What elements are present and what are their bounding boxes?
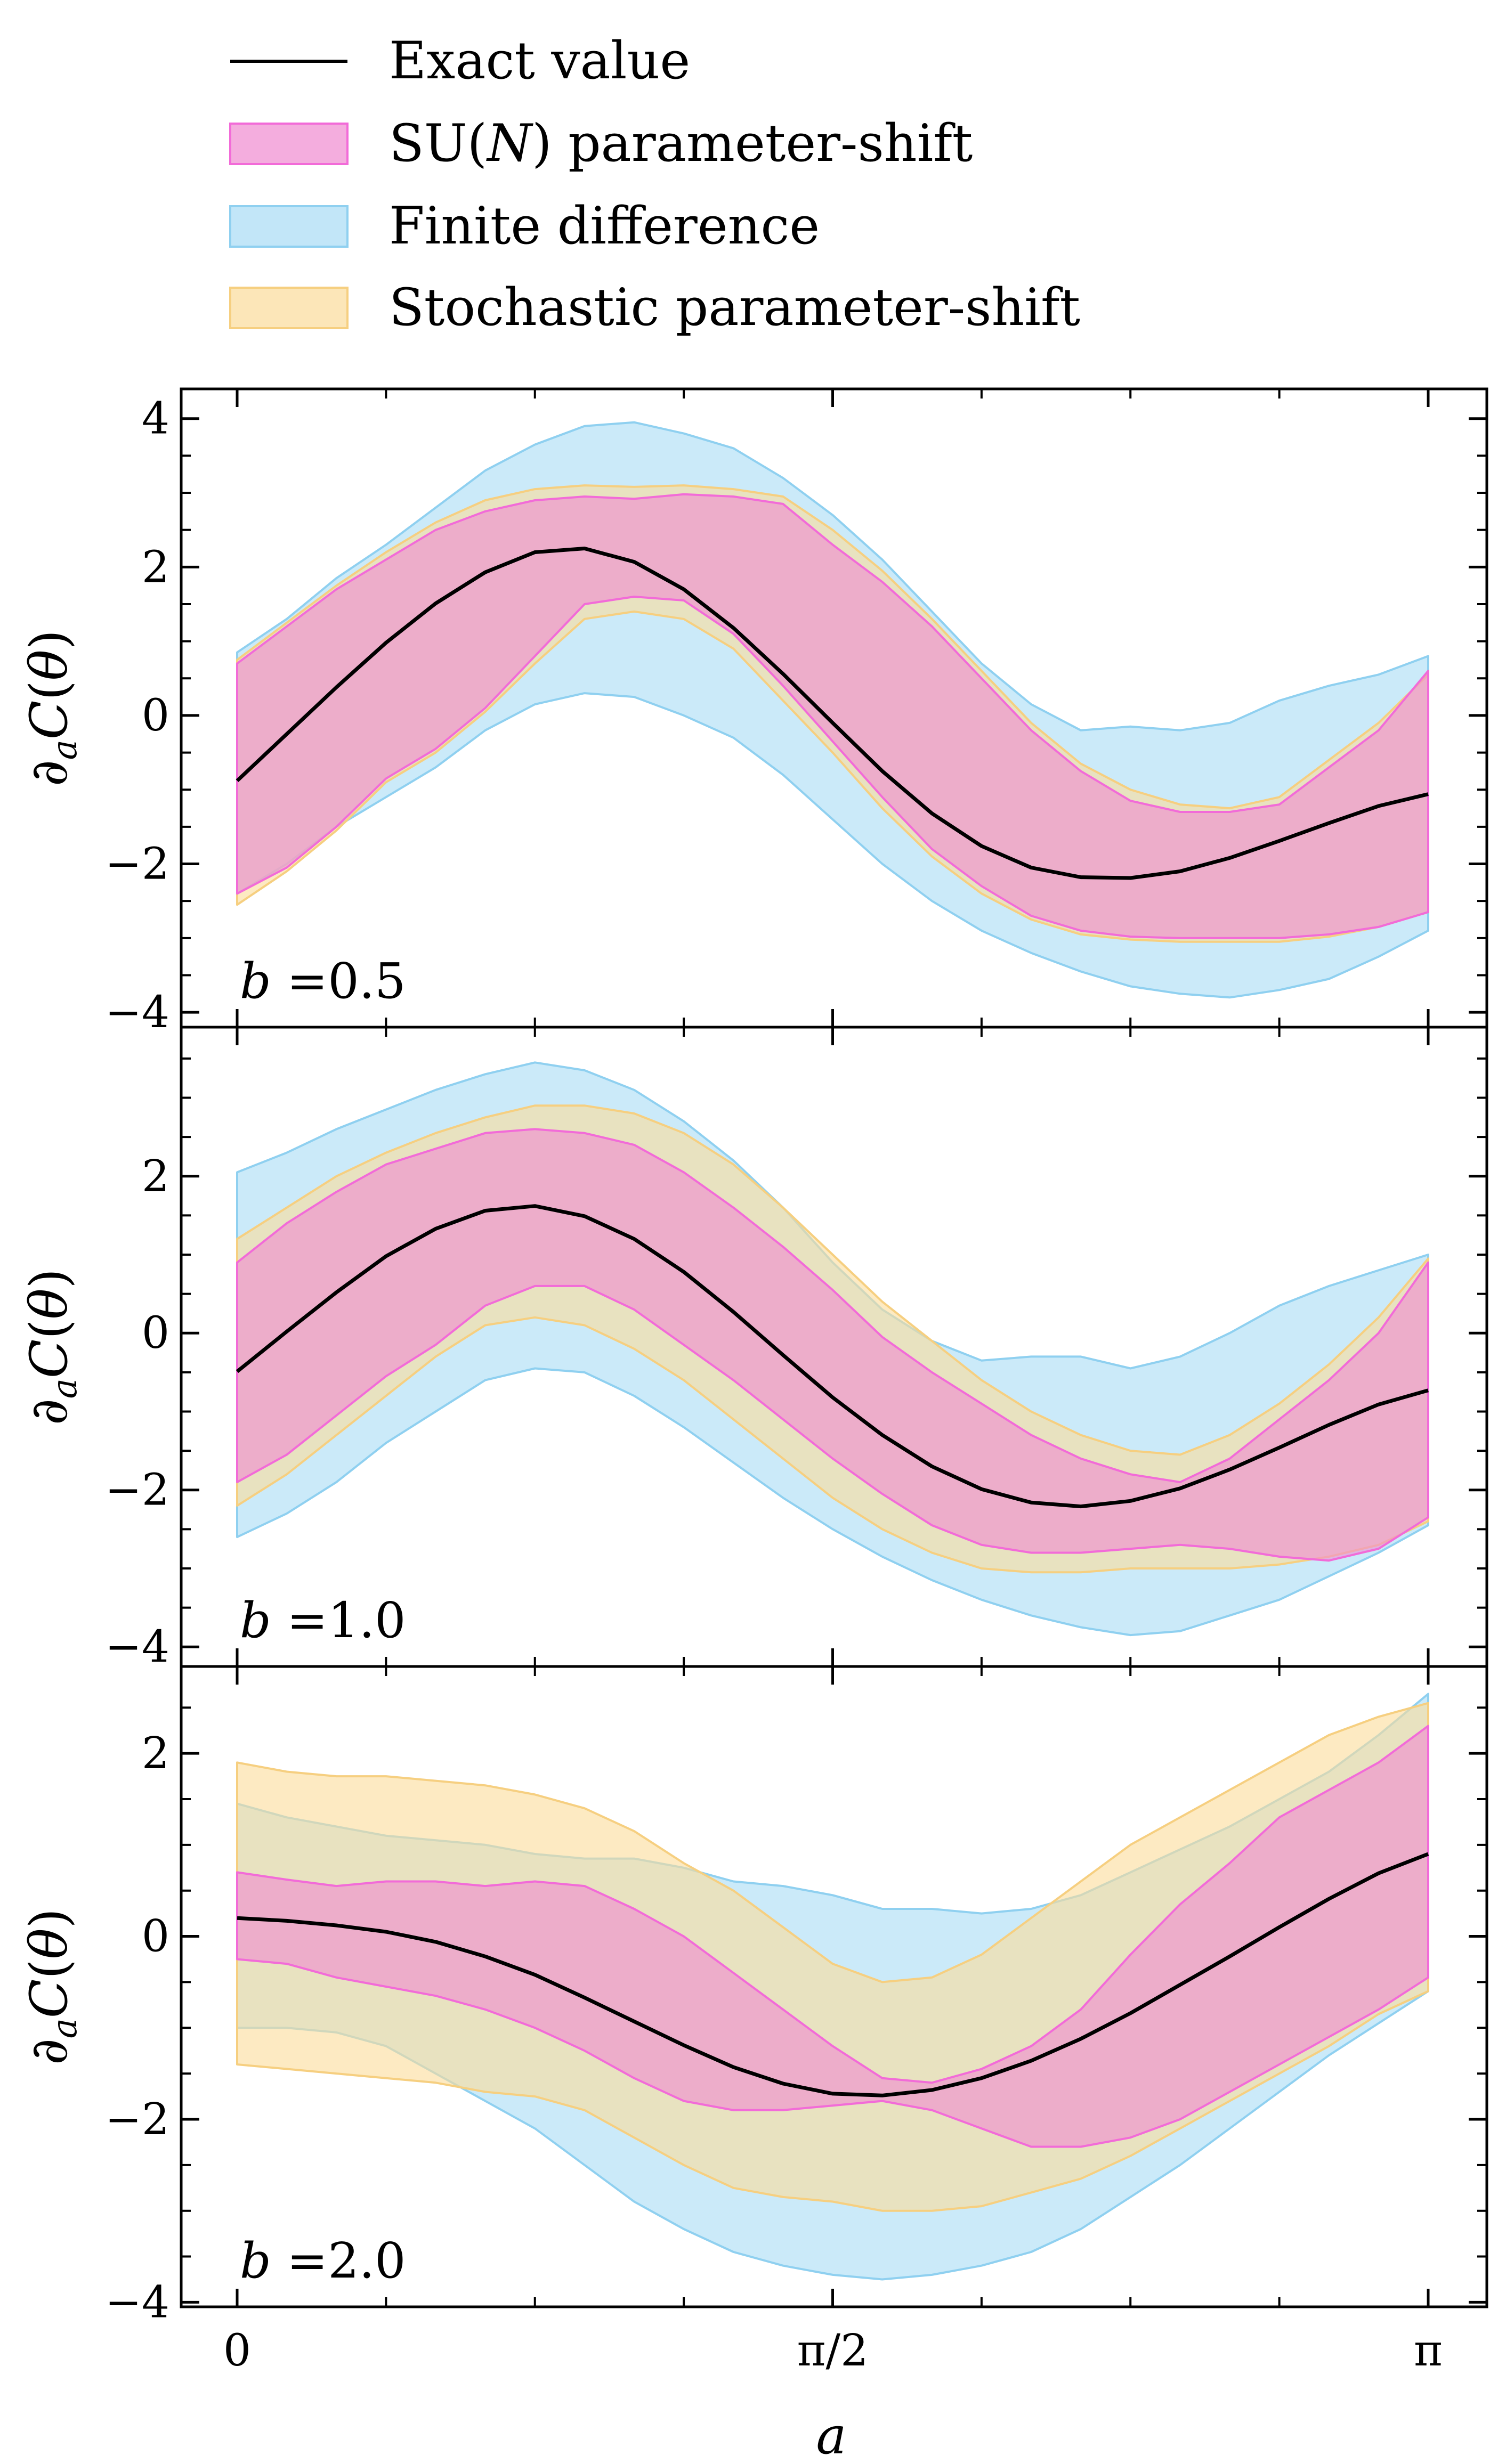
y-tick-label: 0 bbox=[142, 1308, 169, 1359]
legend-label-sun: SU(N) parameter-shift bbox=[389, 113, 973, 173]
y-tick-label: −4 bbox=[105, 987, 169, 1038]
panel-1: 4 2 0 −2 −4 b =0.5 ∂aC(θ) bbox=[19, 387, 1488, 1038]
x-axis-tick-labels: 0 π/2 π bbox=[223, 2325, 1443, 2376]
x-tick-label: π/2 bbox=[797, 2325, 869, 2376]
band-sun-panel-1 bbox=[236, 493, 1429, 939]
panel-label-1: b =0.5 bbox=[240, 953, 406, 1010]
line-exact-panel-2 bbox=[236, 1204, 1429, 1509]
panel-label-3: b =2.0 bbox=[240, 2232, 406, 2289]
legend-entry-exact: Exact value bbox=[230, 31, 690, 91]
y-tick-label: 2 bbox=[142, 1151, 169, 1202]
legend-swatch-fd bbox=[229, 205, 349, 248]
x-tick-label: 0 bbox=[223, 2325, 251, 2376]
y-tick-label: 2 bbox=[142, 542, 169, 592]
legend-label-fd: Finite difference bbox=[389, 196, 820, 256]
y-tick-label: −2 bbox=[105, 1465, 169, 1516]
line-exact-panel-3 bbox=[237, 1852, 1429, 2097]
legend: Exact value SU(N) parameter-shift Finite d… bbox=[229, 31, 1080, 337]
y-tick-label: 2 bbox=[142, 1728, 169, 1779]
legend-swatch-sps bbox=[229, 287, 349, 329]
line-exact-panel-1 bbox=[236, 547, 1429, 880]
y-tick-label: −2 bbox=[105, 839, 169, 890]
band-sun-panel-2 bbox=[236, 1128, 1429, 1562]
legend-label-exact: Exact value bbox=[389, 31, 690, 91]
x-axis-label: a bbox=[816, 2406, 846, 2464]
legend-swatch-sun bbox=[229, 123, 349, 165]
legend-entry-sun: SU(N) parameter-shift bbox=[229, 113, 973, 173]
y-tick-label: 0 bbox=[142, 690, 169, 741]
legend-entry-fd: Finite difference bbox=[229, 196, 820, 256]
panel-label-2: b =1.0 bbox=[240, 1592, 406, 1649]
y-tick-label: −4 bbox=[105, 1622, 169, 1672]
y-axis-label-2: ∂aC(θ) bbox=[19, 1268, 85, 1425]
band-sun-panel-3 bbox=[236, 1725, 1429, 2148]
y-tick-label: 0 bbox=[142, 1912, 169, 1962]
legend-entry-sps: Stochastic parameter-shift bbox=[229, 278, 1080, 337]
legend-label-sps: Stochastic parameter-shift bbox=[389, 278, 1080, 337]
panel-3: 2 0 −2 −4 b =2.0 ∂aC(θ) bbox=[19, 1665, 1488, 2328]
y-tick-label: −4 bbox=[105, 2277, 169, 2328]
x-tick-label: π bbox=[1414, 2325, 1443, 2376]
chart-panels: 4 2 0 −2 −4 b =0.5 ∂aC(θ) 2 0 −2 −4 b =1.0 ∂aC(θ) 2 0 −… bbox=[19, 387, 1488, 2328]
y-axis-label-3: ∂aC(θ) bbox=[19, 1908, 85, 2065]
y-tick-label: 4 bbox=[142, 394, 169, 444]
y-axis-label-1: ∂aC(θ) bbox=[19, 630, 85, 786]
panel-2: 2 0 −2 −4 b =1.0 ∂aC(θ) bbox=[19, 1026, 1488, 1672]
y-tick-label: −2 bbox=[105, 2094, 169, 2145]
